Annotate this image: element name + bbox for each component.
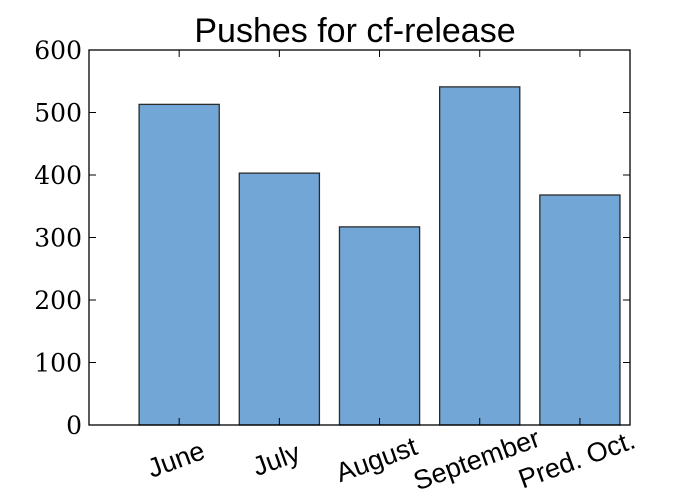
y-tick-label: 300 [34, 224, 82, 253]
bar-august [338, 226, 421, 426]
bar-september [438, 86, 521, 426]
y-tick-label: 200 [34, 286, 82, 315]
y-tick-label: 500 [34, 99, 82, 128]
bar-pred-oct [539, 194, 621, 426]
plot-frame [88, 49, 631, 426]
y-tick-label: 100 [34, 349, 82, 378]
x-tick-label: August [332, 431, 422, 488]
y-tick-label: 400 [34, 161, 82, 190]
bar-june [138, 103, 220, 426]
bars-group [138, 86, 621, 426]
y-tick-labels: 0 100 200 300 400 500 600 [34, 36, 82, 440]
y-tick-label: 600 [34, 36, 82, 65]
bar-july [238, 172, 321, 426]
x-tick-label: June [143, 435, 208, 483]
x-tick-label: July [249, 437, 305, 482]
chart-title: Pushes for cf-release [194, 12, 515, 50]
y-tick-label: 0 [66, 411, 82, 440]
